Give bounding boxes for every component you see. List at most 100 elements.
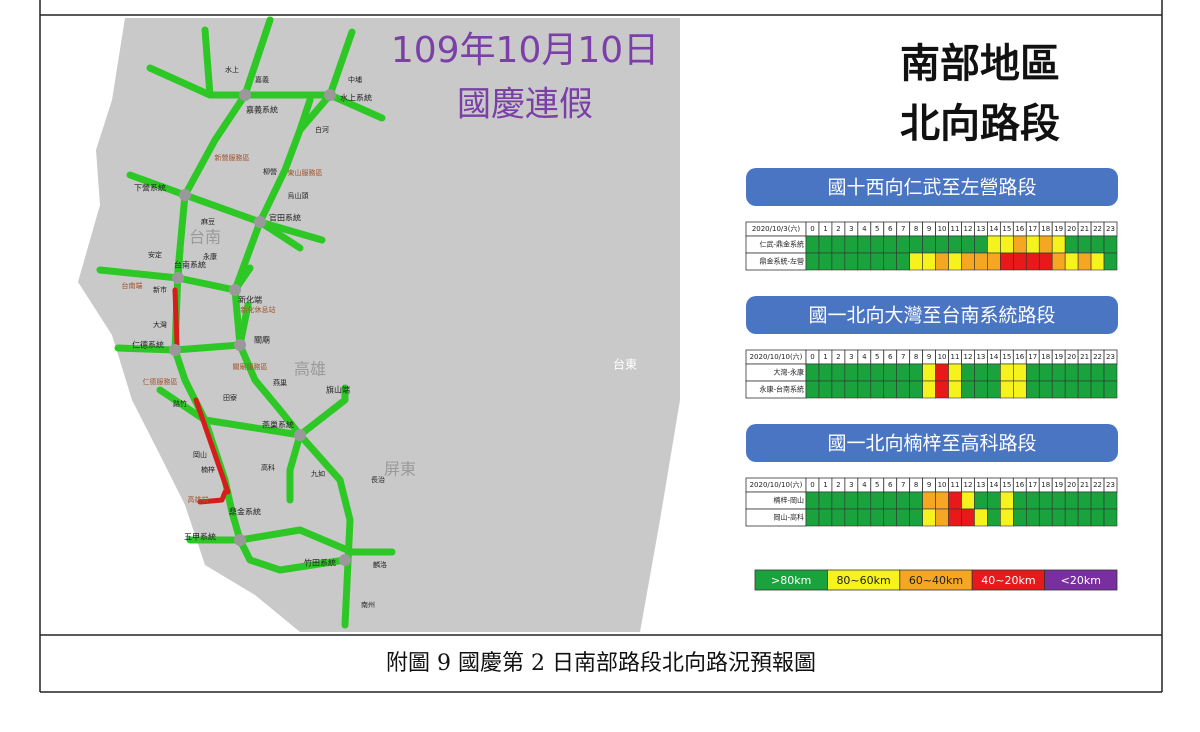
region-subtitle: 北向路段 — [900, 101, 1060, 147]
traffic-cell — [844, 491, 859, 510]
traffic-cell — [1000, 363, 1014, 382]
map-label: 永康 — [203, 252, 217, 261]
interchange — [339, 554, 351, 566]
traffic-cell — [922, 252, 936, 271]
traffic-cell — [1038, 363, 1053, 382]
traffic-cell — [1090, 380, 1105, 399]
traffic-cell — [1000, 380, 1014, 399]
traffic-cell — [1103, 252, 1118, 271]
hour-label: 0 — [810, 481, 814, 489]
traffic-cell — [1077, 363, 1092, 382]
highway — [201, 26, 214, 99]
map-label: 白河 — [315, 125, 329, 134]
traffic-cell — [1025, 363, 1040, 382]
map-label: 水上系統 — [340, 93, 372, 103]
traffic-cell — [1025, 252, 1040, 271]
hour-label: 4 — [862, 225, 867, 233]
map-label: 官田系統 — [269, 213, 301, 223]
hour-label: 16 — [1015, 481, 1024, 489]
map-label: 新化端 — [238, 295, 262, 305]
traffic-cell — [896, 508, 910, 527]
congested-segment — [193, 397, 231, 495]
traffic-cell — [1013, 252, 1027, 271]
hour-label: 12 — [964, 353, 973, 361]
hour-label: 23 — [1106, 481, 1115, 489]
hour-label: 5 — [875, 481, 879, 489]
traffic-cell — [805, 508, 820, 527]
traffic-cell — [831, 235, 846, 254]
traffic-cell — [1051, 380, 1066, 399]
map-label: 關廟 — [254, 335, 270, 345]
hour-label: 10 — [938, 481, 947, 489]
traffic-cell — [935, 235, 949, 254]
traffic-cell — [1013, 508, 1027, 527]
interchange — [179, 189, 191, 201]
traffic-cell — [974, 235, 988, 254]
traffic-cell — [896, 491, 910, 510]
map-label: 鼎金系統 — [229, 507, 261, 517]
hour-label: 23 — [1106, 353, 1115, 361]
traffic-cell — [909, 252, 923, 271]
traffic-cell — [1077, 380, 1092, 399]
traffic-cell — [948, 235, 962, 254]
traffic-cell — [805, 380, 820, 399]
map-label: 台南 — [189, 228, 221, 247]
traffic-cell — [987, 363, 1001, 382]
traffic-cell — [1103, 380, 1118, 399]
traffic-cell — [883, 491, 898, 510]
traffic-cell — [1025, 380, 1040, 399]
traffic-cell — [935, 252, 949, 271]
traffic-cell — [961, 491, 975, 510]
traffic-cell — [883, 235, 898, 254]
traffic-cell — [818, 252, 833, 271]
traffic-cell — [818, 363, 833, 382]
traffic-cell — [844, 508, 859, 527]
hour-label: 10 — [938, 353, 947, 361]
hour-label: 2 — [836, 353, 840, 361]
table-date: 2020/10/10(六) — [750, 480, 803, 489]
hour-label: 19 — [1054, 225, 1063, 233]
traffic-cell — [974, 252, 988, 271]
traffic-cell — [909, 491, 923, 510]
hour-label: 15 — [1002, 353, 1011, 361]
map-label: 台東 — [613, 357, 637, 372]
traffic-cell — [987, 252, 1001, 271]
hour-label: 18 — [1041, 481, 1050, 489]
map-label: 五甲系統 — [184, 532, 216, 542]
traffic-cell — [831, 380, 846, 399]
highway — [114, 301, 252, 354]
traffic-cell — [1025, 235, 1040, 254]
traffic-cell — [987, 508, 1001, 527]
traffic-cell — [1051, 491, 1066, 510]
traffic-cell — [922, 491, 936, 510]
map-label: 新化休息站 — [241, 305, 276, 314]
hour-label: 14 — [989, 353, 998, 361]
row-label: 仁武-鼎金系統 — [759, 240, 804, 249]
traffic-cell — [961, 508, 975, 527]
traffic-cell — [1013, 235, 1027, 254]
map-label: 嘉義系統 — [246, 105, 278, 115]
highway — [256, 218, 304, 252]
traffic-cell — [1051, 235, 1066, 254]
hour-label: 2 — [836, 481, 840, 489]
traffic-cell — [831, 363, 846, 382]
hour-label: 14 — [989, 225, 998, 233]
hour-label: 15 — [1002, 225, 1011, 233]
section-banner — [746, 424, 1118, 462]
caption: 附圖 9 國慶第 2 日南部路段北向路況預報圖 — [386, 651, 816, 676]
hour-label: 22 — [1093, 353, 1102, 361]
hour-label: 16 — [1015, 225, 1024, 233]
traffic-cell — [1090, 363, 1105, 382]
hour-label: 13 — [976, 481, 985, 489]
traffic-cell — [1038, 235, 1053, 254]
traffic-cell — [974, 508, 988, 527]
traffic-cell — [1103, 508, 1118, 527]
traffic-cell — [1064, 235, 1079, 254]
traffic-cell — [1077, 252, 1092, 271]
hour-label: 7 — [901, 353, 905, 361]
section-banner — [746, 168, 1118, 206]
hour-label: 8 — [914, 225, 918, 233]
hour-label: 3 — [849, 481, 853, 489]
hour-label: 13 — [976, 353, 985, 361]
hour-label: 21 — [1080, 225, 1089, 233]
